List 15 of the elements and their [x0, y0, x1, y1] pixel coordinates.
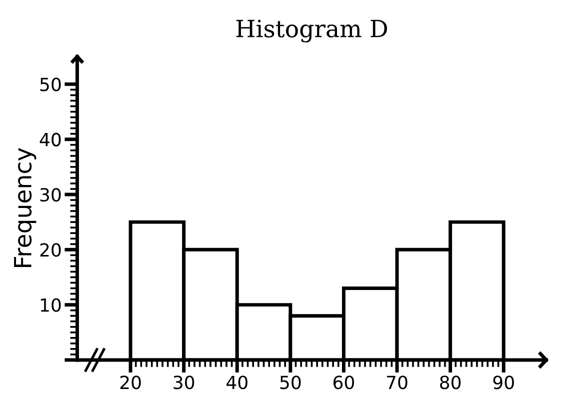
x-tick-label: 60: [333, 376, 354, 390]
x-tick-label: 20: [120, 376, 141, 390]
x-tick-label: 50: [280, 376, 301, 390]
x-tick-label: 70: [387, 376, 408, 390]
y-tick-label: 40: [40, 132, 61, 146]
y-tick-label: 20: [40, 243, 61, 257]
y-tick-label: 10: [40, 298, 61, 312]
y-tick-label: 50: [40, 78, 61, 92]
y-axis-title: Frequency: [14, 148, 36, 267]
x-tick-label: 40: [226, 376, 248, 390]
x-tick-label: 30: [174, 376, 194, 390]
chart-title: Histogram D: [236, 20, 388, 42]
x-tick-label: 80: [440, 376, 461, 390]
x-tick-label: 90: [493, 376, 514, 390]
y-tick-label: 30: [40, 188, 61, 202]
